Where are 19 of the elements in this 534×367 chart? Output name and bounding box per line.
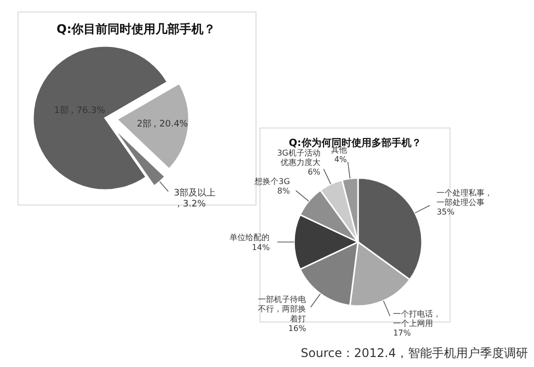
data-label: , 20.4% (154, 120, 188, 130)
slice-label: 2部 (136, 118, 152, 130)
slice-label: 想换个3G (254, 176, 290, 186)
chart-title: Q:你目前同时使用几部手机？ (56, 22, 216, 36)
slice-label: 3G机子活动优惠力度大 (277, 148, 320, 168)
source-note: Source：2012.4，智能手机用户季度调研 (300, 346, 528, 360)
data-label: 4% (334, 155, 348, 164)
slice-label: 3部及以上 (174, 188, 216, 199)
data-label: 14% (252, 242, 270, 252)
slice-label: 一个打电话，一个上网用 (393, 309, 442, 328)
data-label: 8% (277, 186, 290, 196)
slice-label: 单位给配的 (230, 233, 270, 242)
data-label: 35% (436, 208, 455, 217)
data-label: 6% (308, 168, 321, 177)
slice-label: 一部机子待电不行，两部换着打 (258, 295, 306, 324)
data-label: 16% (288, 324, 306, 333)
data-label: ，3.2% (174, 199, 206, 210)
data-label: 17% (393, 328, 412, 338)
slice-label: 一个处理私事，一部处理公事 (436, 188, 493, 207)
